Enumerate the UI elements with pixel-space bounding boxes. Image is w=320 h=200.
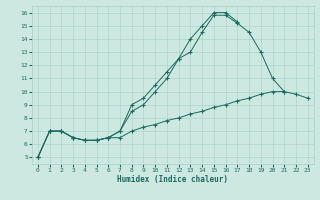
X-axis label: Humidex (Indice chaleur): Humidex (Indice chaleur) [117,175,228,184]
